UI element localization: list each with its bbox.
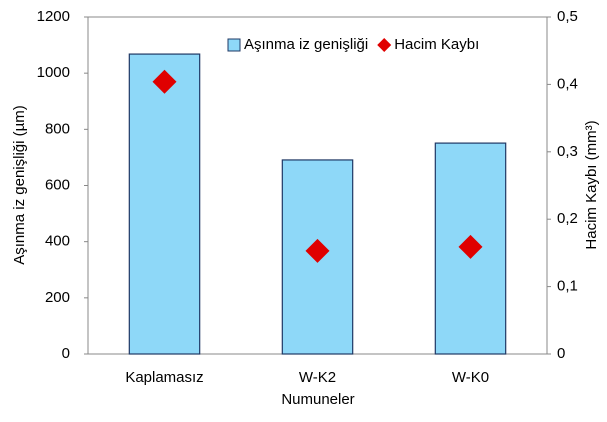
chart: Numuneler Aşınma iz genişliği (µm) Hacim… — [0, 0, 607, 417]
y-tick-label: 400 — [45, 233, 70, 250]
y-tick-label: 200 — [45, 289, 70, 306]
y-tick-label: 1200 — [37, 8, 70, 25]
legend-swatch — [377, 38, 391, 52]
y2-axis-label: Hacim Kaybı (mm³) — [583, 120, 600, 249]
legend-label: Aşınma iz genişliği — [244, 36, 368, 53]
y2-tick-label: 0,4 — [557, 75, 578, 92]
y2-tick-label: 0 — [557, 345, 565, 362]
x-tick-label: W-K2 — [299, 369, 336, 386]
y-tick-label: 800 — [45, 120, 70, 137]
y-tick-label: 1000 — [37, 64, 70, 81]
legend-swatch — [228, 39, 240, 51]
x-tick-label: Kaplamasız — [125, 369, 203, 386]
x-tick-label: W-K0 — [452, 369, 489, 386]
y2-tick-label: 0,3 — [557, 143, 578, 160]
y-tick-label: 0 — [62, 345, 70, 362]
legend-label: Hacim Kaybı — [394, 36, 479, 53]
x-axis-label: Numuneler — [281, 391, 354, 408]
y-tick-label: 600 — [45, 176, 70, 193]
y2-tick-label: 0,2 — [557, 210, 578, 227]
y2-tick-label: 0,1 — [557, 278, 578, 295]
y-axis-label: Aşınma iz genişliği (µm) — [11, 105, 28, 265]
y2-tick-label: 0,5 — [557, 8, 578, 25]
bar — [129, 54, 199, 354]
